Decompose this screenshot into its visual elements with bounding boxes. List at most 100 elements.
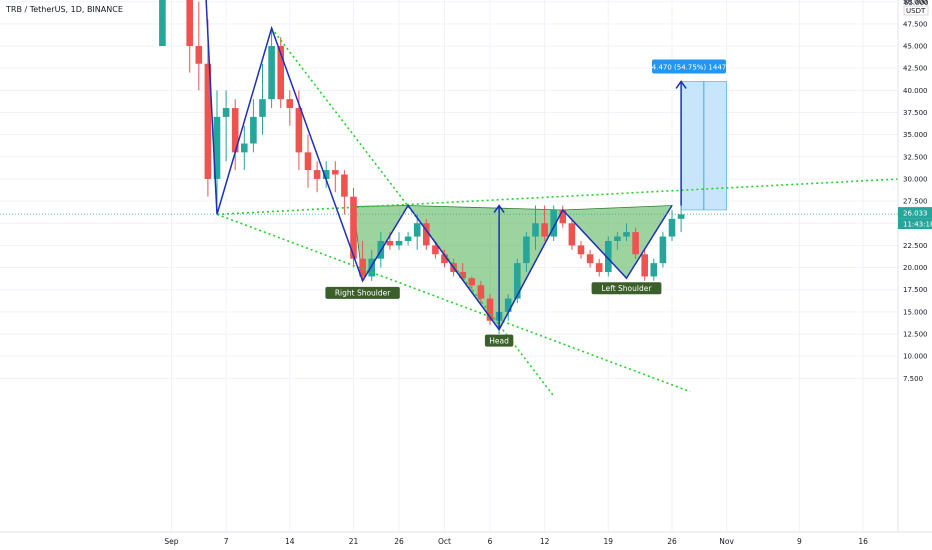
head-label-bg <box>484 334 514 347</box>
candle-body <box>605 240 612 272</box>
candle-body <box>586 254 594 264</box>
price-tick: 7.500 <box>903 375 923 383</box>
candle <box>614 232 621 250</box>
price-tick: 40.000 <box>903 87 928 95</box>
candle-body <box>677 214 685 219</box>
candle-body <box>259 99 266 117</box>
price-tick: 50.000 <box>903 0 928 6</box>
price-tick: 27.500 <box>903 198 928 206</box>
candle-body <box>386 240 394 246</box>
candle-body <box>441 254 448 264</box>
candle <box>186 0 193 73</box>
candle-body <box>595 263 603 272</box>
candle-body <box>295 108 303 153</box>
candle <box>241 125 248 171</box>
candle-body <box>468 278 476 286</box>
candle <box>605 236 612 277</box>
left-shoulder-label: Left Shoulder <box>591 282 662 295</box>
candle <box>259 63 266 135</box>
measure-label: 14.470 (54.75%) 14470 <box>647 59 731 74</box>
candle-body <box>332 170 339 175</box>
price-axis-top-label: 65.000 <box>904 0 929 7</box>
candle-body <box>277 46 284 100</box>
countdown-badge <box>898 218 932 230</box>
candle-body <box>423 223 430 246</box>
time-tick: 7 <box>224 537 229 546</box>
candle <box>459 263 466 281</box>
price-tick: 35.000 <box>903 131 928 139</box>
time-tick: 14 <box>285 537 295 546</box>
candle <box>359 240 366 281</box>
candle <box>441 249 448 268</box>
candle-body <box>623 232 630 237</box>
candle-body <box>404 236 412 241</box>
last-price-badge <box>898 207 932 219</box>
price-tick: 37.500 <box>903 109 928 117</box>
candle-body <box>523 236 530 264</box>
candle <box>404 232 412 246</box>
neckline <box>216 178 900 216</box>
price-tick: 10.000 <box>903 353 928 361</box>
candle-body <box>159 0 166 47</box>
time-tick: 6 <box>488 537 493 546</box>
candle-body <box>614 236 621 241</box>
candle <box>468 276 476 290</box>
time-tick: 26 <box>667 537 677 546</box>
grid <box>0 0 898 532</box>
candle <box>277 37 284 109</box>
right-shoulder-label: Right Shoulder <box>325 286 400 299</box>
arrow-head <box>675 80 687 89</box>
candle-body <box>304 152 312 171</box>
candle <box>568 218 576 250</box>
candle <box>523 232 530 272</box>
candle <box>677 205 685 233</box>
candle-body <box>550 209 557 237</box>
price-axis-bg <box>898 0 932 550</box>
candle-body <box>486 298 494 321</box>
candle-body <box>668 218 676 237</box>
candle <box>413 214 421 250</box>
candle-body <box>241 143 248 153</box>
currency-box <box>903 5 929 16</box>
right-shoulder-label-bg <box>325 286 400 299</box>
candle-body <box>250 116 257 144</box>
candle <box>222 90 230 162</box>
pattern-lines <box>205 0 900 397</box>
currency-label: USDT <box>906 7 926 15</box>
measured-move: 14.470 (54.75%) 14470 <box>647 59 731 211</box>
right-shoulder-label-text: Right Shoulder <box>335 289 391 298</box>
candle-body <box>532 223 539 237</box>
pattern-zigzag <box>205 0 673 331</box>
candle <box>650 258 658 281</box>
candle <box>541 205 548 241</box>
candle-body <box>413 223 421 237</box>
price-tick: 42.500 <box>903 65 928 73</box>
last-price-text: 26.033 <box>903 210 928 218</box>
candle-body <box>568 223 576 246</box>
head-arrow <box>493 204 505 330</box>
candle <box>659 232 667 268</box>
candle <box>632 227 639 259</box>
price-tick: 12.500 <box>903 331 928 339</box>
candle-body <box>186 0 193 47</box>
price-tick: 45.000 <box>903 43 928 51</box>
time-tick: Oct <box>438 537 451 546</box>
time-tick: 26 <box>394 537 404 546</box>
candle-body <box>641 254 648 277</box>
candle-body <box>514 263 521 299</box>
candle-body <box>313 170 321 179</box>
left-shoulder-label-text: Left Shoulder <box>602 284 653 293</box>
candle-body <box>195 46 203 64</box>
lower-trendline <box>216 213 691 393</box>
projection-arrow <box>675 80 687 206</box>
candle-body <box>368 258 375 277</box>
candle <box>341 170 348 215</box>
candle <box>641 249 648 281</box>
time-tick: 19 <box>604 537 614 546</box>
candle-body <box>322 170 330 179</box>
candle-body <box>286 99 294 109</box>
time-tick: 21 <box>349 537 359 546</box>
candle <box>231 99 239 171</box>
